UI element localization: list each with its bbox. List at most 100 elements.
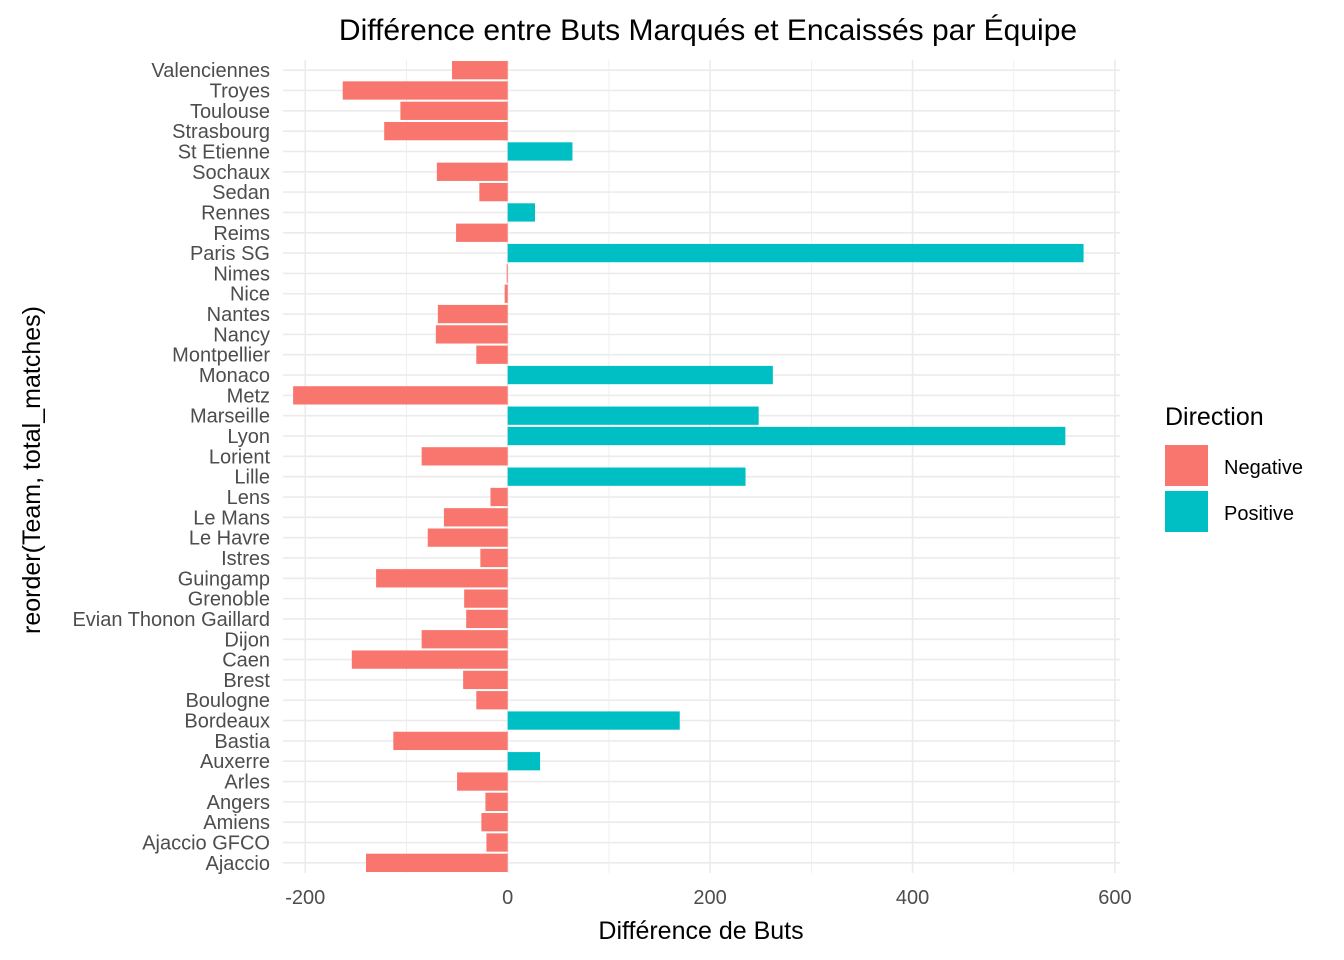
y-tick-label: Reims	[213, 223, 270, 245]
x-tick-label: 600	[1098, 887, 1131, 909]
y-tick-label: Grenoble	[188, 589, 270, 611]
bar-le-havre	[427, 528, 508, 547]
y-axis-title: reorder(Team, total_matches)	[18, 306, 46, 634]
bar-strasbourg	[384, 121, 508, 141]
y-tick-label: Ajaccio	[206, 853, 270, 875]
y-tick-label: Lorient	[209, 446, 271, 468]
bar-istres	[480, 548, 508, 568]
bar-sedan	[479, 182, 508, 202]
y-tick-label: Arles	[224, 772, 270, 794]
y-tick-label: Lens	[227, 487, 270, 509]
bar-marseille	[507, 406, 759, 425]
bar-caen	[351, 650, 508, 669]
bar-nimes	[506, 264, 508, 283]
bar-lille	[507, 467, 746, 486]
bar-bastia	[393, 731, 508, 751]
y-tick-label: Troyes	[210, 80, 270, 102]
x-tick-label: 0	[502, 887, 513, 909]
y-tick-label: Auxerre	[200, 751, 270, 773]
bar-montpellier	[476, 345, 508, 364]
y-tick-label: Amiens	[203, 812, 270, 834]
y-tick-label: Bastia	[214, 731, 270, 753]
y-tick-label: Brest	[223, 670, 270, 692]
bar-ajaccio-gfco	[486, 833, 508, 852]
legend: Direction Negative Positive	[1165, 403, 1303, 532]
bar-troyes	[342, 81, 508, 100]
legend-label-positive: Positive	[1224, 503, 1294, 525]
y-tick-label: Nancy	[213, 324, 270, 346]
y-tick-label: Marseille	[190, 406, 270, 428]
y-tick-label: Le Havre	[189, 528, 270, 550]
y-tick-label: Guingamp	[178, 568, 270, 590]
bar-nice	[504, 284, 508, 303]
bar-ajaccio	[365, 853, 508, 872]
y-tick-label: Evian Thonon Gaillard	[72, 609, 270, 631]
y-tick-label: Nimes	[213, 263, 270, 285]
bar-le-mans	[443, 508, 508, 527]
y-tick-label: Boulogne	[185, 690, 270, 712]
x-axis-title: Différence de Buts	[598, 917, 803, 945]
y-tick-label: Le Mans	[193, 507, 270, 529]
bar-arles	[457, 772, 508, 791]
y-tick-label: Lyon	[227, 426, 270, 448]
y-tick-label: Caen	[222, 650, 270, 672]
x-tick-label: 400	[896, 887, 929, 909]
x-tick-labels: -200 0 200 400 600	[285, 887, 1131, 909]
bar-evian-thonon-gaillard	[466, 609, 508, 629]
bar-st-etienne	[507, 142, 573, 161]
grid	[283, 60, 1120, 873]
y-tick-label: Lille	[234, 467, 270, 489]
bar-lens	[490, 487, 508, 507]
bar-dijon	[421, 630, 508, 649]
bar-paris-sg	[507, 243, 1084, 263]
legend-key-negative	[1165, 445, 1208, 486]
y-tick-label: Valenciennes	[151, 60, 270, 82]
bar-nantes	[437, 304, 508, 324]
bar-lorient	[421, 447, 508, 466]
legend-key-positive	[1165, 491, 1208, 532]
y-tick-label: Dijon	[224, 629, 270, 651]
bar-nancy	[435, 325, 508, 344]
y-tick-label: Monaco	[199, 365, 270, 387]
bar-reims	[456, 223, 508, 242]
y-tick-label: St Etienne	[178, 141, 270, 163]
bar-guingamp	[376, 569, 508, 588]
y-tick-label: Toulouse	[190, 101, 270, 123]
bar-metz	[293, 386, 508, 405]
bar-lyon	[507, 426, 1066, 446]
y-tick-label: Angers	[207, 792, 270, 814]
y-tick-label: Ajaccio GFCO	[142, 833, 270, 855]
bars	[293, 61, 1084, 872]
bar-toulouse	[400, 101, 508, 120]
y-tick-label: Bordeaux	[184, 711, 270, 733]
y-tick-label: Metz	[227, 385, 270, 407]
bar-sochaux	[436, 162, 508, 181]
y-tick-label: Nantes	[207, 304, 270, 326]
y-tick-label: Nice	[230, 284, 270, 306]
y-tick-label: Sochaux	[192, 162, 270, 184]
legend-title: Direction	[1165, 403, 1264, 431]
legend-label-negative: Negative	[1224, 457, 1303, 479]
chart-title: Différence entre Buts Marqués et Encaiss…	[339, 14, 1077, 47]
legend-entries: Negative Positive	[1165, 445, 1303, 532]
bar-boulogne	[476, 691, 508, 710]
x-tick-label: -200	[285, 887, 325, 909]
bar-valenciennes	[452, 61, 508, 80]
y-tick-label: Sedan	[212, 182, 270, 204]
bar-monaco	[507, 365, 773, 385]
y-tick-label: Strasbourg	[172, 121, 270, 143]
bar-auxerre	[507, 752, 541, 771]
bar-amiens	[481, 813, 508, 832]
bar-brest	[463, 670, 508, 690]
y-tick-label: Rennes	[201, 202, 270, 224]
bar-angers	[485, 792, 508, 812]
bar-bordeaux	[507, 711, 680, 730]
y-tick-label: Istres	[221, 548, 270, 570]
x-tick-label: 200	[693, 887, 726, 909]
y-tick-label: Montpellier	[172, 345, 270, 367]
y-tick-label: Paris SG	[190, 243, 270, 265]
bar-rennes	[507, 203, 536, 222]
